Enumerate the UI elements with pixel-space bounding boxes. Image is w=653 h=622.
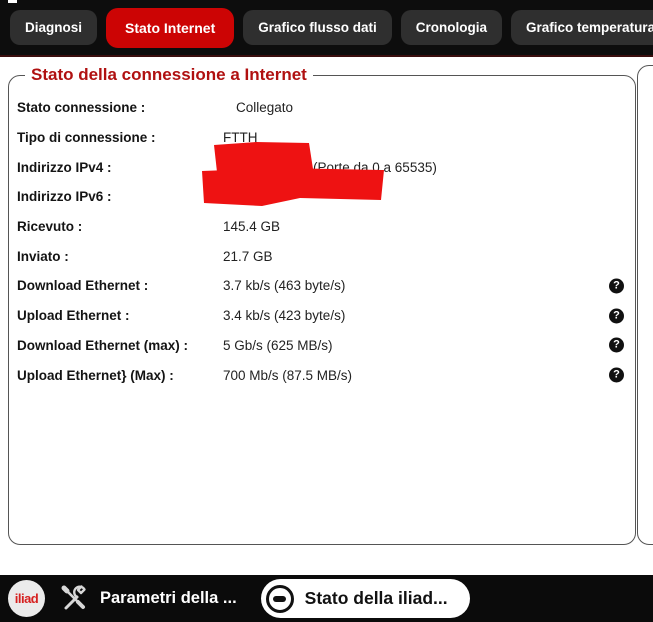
main-content: Stato della connessione a Internet Stato…: [0, 59, 653, 575]
row-label: Upload Ethernet :: [17, 308, 130, 324]
row-value: Collegato: [236, 100, 294, 116]
corner-artifact: [8, 0, 17, 3]
panel-title: Stato della connessione a Internet: [31, 65, 307, 84]
help-icon[interactable]: ?: [609, 367, 624, 383]
status-rows: Stato connessione : Collegato Tipo di co…: [17, 93, 627, 390]
help-icon[interactable]: ?: [609, 278, 624, 294]
help-icon[interactable]: ?: [609, 337, 624, 353]
row-upload-ethernet: Upload Ethernet : 3.4 kb/s (423 byte/s) …: [17, 301, 627, 331]
tab-bar: Diagnosi Stato Internet Grafico flusso d…: [0, 0, 653, 57]
tab-grafico-flusso-dati[interactable]: Grafico flusso dati: [243, 10, 392, 45]
row-label: Upload Ethernet} (Max) :: [17, 367, 174, 383]
tab-cronologia[interactable]: Cronologia: [400, 10, 503, 45]
help-icon[interactable]: ?: [609, 308, 624, 324]
tab-stato-internet[interactable]: Stato Internet: [106, 7, 235, 48]
row-value: 3.7 kb/s (463 byte/s): [223, 278, 346, 294]
row-value: 3.4 kb/s (423 byte/s): [223, 308, 346, 324]
row-value: FTTH: [223, 130, 258, 146]
row-value: 700 Mb/s (87.5 MB/s): [223, 367, 353, 383]
taskbar: iliad Parametri della ... Stato della il…: [0, 575, 653, 622]
row-label: Indirizzo IPv6 :: [17, 189, 112, 205]
tab-diagnosi[interactable]: Diagnosi: [10, 10, 98, 45]
iliad-logo[interactable]: iliad: [8, 580, 45, 617]
row-label: Stato connessione :: [17, 100, 146, 116]
row-label: Indirizzo IPv4 :: [17, 159, 112, 175]
row-label: Tipo di connessione :: [17, 130, 156, 146]
ipv4-ports-note: (Porte da 0 a 65535): [313, 159, 437, 175]
minus-bar: [273, 595, 287, 602]
row-label: Download Ethernet (max) :: [17, 337, 189, 353]
tab-grafico-temperatura[interactable]: Grafico temperatura: [511, 10, 653, 45]
iliad-logo-text: iliad: [14, 591, 39, 606]
clipped-side-panel: [637, 65, 653, 545]
internet-status-panel: Stato della connessione a Internet Stato…: [8, 65, 636, 545]
status-pill-label: Stato della iliad...: [304, 588, 448, 608]
row-value: 21.7 GB: [223, 248, 273, 264]
row-stato-connessione: Stato connessione : Collegato: [17, 93, 627, 123]
row-label: Inviato :: [17, 248, 69, 264]
row-value: 145.4 GB: [223, 219, 281, 235]
row-label: Download Ethernet :: [17, 278, 149, 294]
wrench-screwdriver-icon[interactable]: [58, 583, 90, 615]
row-inviato: Inviato : 21.7 GB: [17, 241, 627, 271]
row-upload-ethernet-max: Upload Ethernet} (Max) : 700 Mb/s (87.5 …: [17, 360, 627, 390]
row-download-ethernet-max: Download Ethernet (max) : 5 Gb/s (625 MB…: [17, 331, 627, 361]
taskbar-item-stato-iliad[interactable]: Stato della iliad...: [260, 579, 470, 618]
row-indirizzo-ipv4: Indirizzo IPv4 : (Porte da 0 a 65535): [17, 152, 627, 182]
row-ricevuto: Ricevuto : 145.4 GB: [17, 212, 627, 242]
row-tipo-connessione: Tipo di connessione : FTTH: [17, 123, 627, 153]
row-download-ethernet: Download Ethernet : 3.7 kb/s (463 byte/s…: [17, 271, 627, 301]
row-indirizzo-ipv6: Indirizzo IPv6 :: [17, 182, 627, 212]
row-value: 5 Gb/s (625 MB/s): [223, 337, 333, 353]
minus-circle-icon: [265, 584, 294, 613]
taskbar-item-parametri[interactable]: Parametri della ...: [100, 589, 237, 607]
row-label: Ricevuto :: [17, 219, 83, 235]
